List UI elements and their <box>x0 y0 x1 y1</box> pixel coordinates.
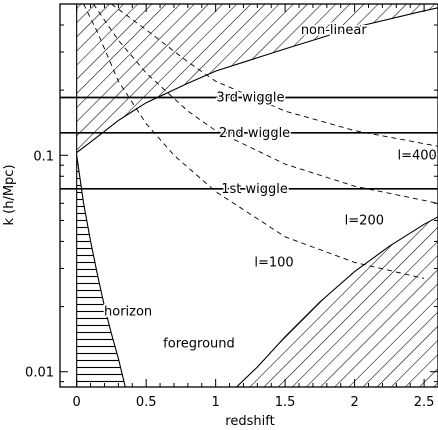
y-axis-label: k (h/Mpc) <box>2 164 17 225</box>
annotation-3rd-wiggle: 3rd wiggle <box>216 90 284 105</box>
annotation-non-linear: non-linear <box>301 23 368 38</box>
series-line-foreground <box>236 216 438 387</box>
series-line-l-400 <box>111 4 438 147</box>
series-line-l-100 <box>83 4 425 279</box>
x-tick-label: 1.5 <box>275 395 296 410</box>
annotation-foreground: foreground <box>163 337 235 352</box>
x-tick-label: 2.5 <box>414 395 435 410</box>
region-non-linear <box>76 4 438 153</box>
y-tick-label: 0.01 <box>25 366 54 381</box>
series-lines <box>60 4 438 387</box>
x-tick-label: 0 <box>73 395 81 410</box>
series-line-non-linear <box>76 7 438 153</box>
y-tick-label: 0.1 <box>33 149 54 164</box>
region-foreground <box>236 216 438 387</box>
annotation-horizon: horizon <box>104 304 152 319</box>
region-horizon <box>76 155 126 387</box>
x-tick-label: 1 <box>212 395 220 410</box>
series-line-l-200 <box>93 4 438 204</box>
x-tick-label: 2 <box>350 395 358 410</box>
annotation-l-100: l=100 <box>254 255 293 270</box>
plot-frame <box>59 3 438 388</box>
series-line-horizon <box>76 155 126 387</box>
axis-ticks <box>60 3 438 387</box>
x-tick-label: 0.5 <box>136 395 157 410</box>
tick-labels: 0 0.5 1 1.5 2 2.5 0.1 0.01 <box>25 149 434 410</box>
annotation-1st-wiggle: 1st wiggle <box>221 182 288 197</box>
annotation-2nd-wiggle: 2nd wiggle <box>219 126 290 141</box>
x-axis-label: redshift <box>225 414 274 429</box>
annotation-l-400: l=400 <box>397 148 436 163</box>
shaded-regions <box>76 4 438 387</box>
annotation-l-200: l=200 <box>345 213 384 228</box>
annotations: non-linear 3rd wiggle 2nd wiggle 1st wiggle… <box>103 21 438 353</box>
